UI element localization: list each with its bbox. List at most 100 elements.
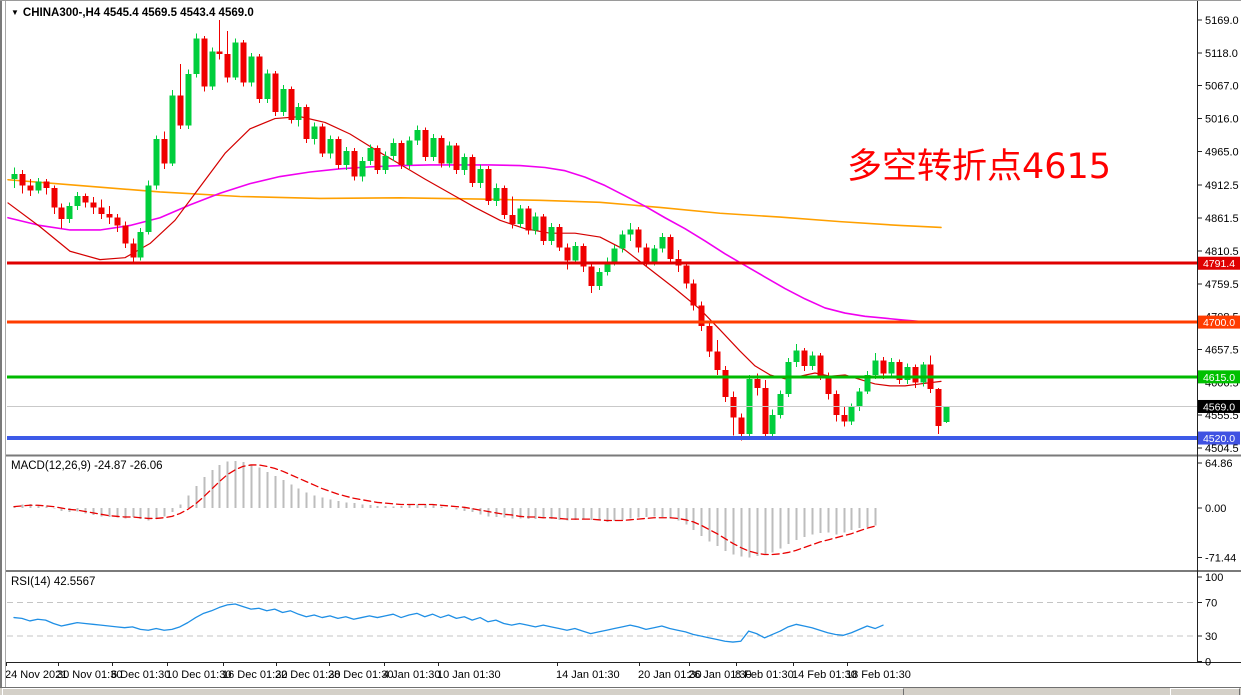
- candle-body: [177, 95, 184, 126]
- candle-body: [438, 137, 445, 164]
- macd-signal-line: [13, 464, 876, 556]
- candle-body: [769, 414, 776, 435]
- candle-body: [738, 417, 745, 435]
- candle-body: [130, 243, 137, 258]
- candle-body: [319, 126, 326, 154]
- candle-body: [714, 351, 721, 370]
- candle-body: [19, 173, 26, 186]
- candle-body: [825, 376, 832, 395]
- candle-body: [809, 355, 816, 366]
- candle-body: [106, 213, 113, 218]
- candle-body: [209, 51, 216, 87]
- rsi-line: [13, 603, 884, 643]
- candle-body: [335, 139, 342, 165]
- price-tick-label: 4555.5: [1205, 410, 1239, 422]
- rsi-tick-label: 70: [1205, 597, 1217, 609]
- candle-body: [367, 148, 374, 162]
- chart-annotation[interactable]: 多空转折点4615: [847, 147, 1112, 187]
- candle-body: [841, 414, 848, 422]
- candle-body: [864, 374, 871, 392]
- horizontal-scrollbar[interactable]: [0, 687, 1241, 695]
- candle-body: [501, 188, 508, 216]
- macd-tick-label: -71.44: [1205, 553, 1236, 565]
- time-axis-label: 30 Nov 01:30: [57, 669, 122, 681]
- candle-body: [461, 157, 468, 171]
- scrollbar-thumb[interactable]: [2, 688, 904, 695]
- candle-body: [690, 283, 697, 306]
- candle-body: [414, 130, 421, 141]
- candle-body: [114, 217, 121, 226]
- time-axis-label: 14 Jan 01:30: [556, 669, 620, 681]
- candle-body: [193, 38, 200, 75]
- price-tick-label: 4965.0: [1205, 146, 1239, 158]
- candle-body: [564, 247, 571, 261]
- candle-body: [11, 173, 18, 180]
- price-tick-label: 4504.5: [1205, 443, 1239, 455]
- candle-body: [232, 42, 239, 78]
- scrollbar-segment[interactable]: [1170, 688, 1240, 695]
- price-badge-label: 4569.0: [1203, 401, 1235, 413]
- candle-body: [635, 229, 642, 248]
- candle-body: [264, 73, 271, 100]
- candle-body: [398, 143, 405, 165]
- price-tick-label: 4861.5: [1205, 213, 1239, 225]
- candle-body: [248, 56, 255, 83]
- price-tick-label: 4810.5: [1205, 246, 1239, 258]
- candle-body: [856, 391, 863, 408]
- candle-body: [446, 145, 453, 164]
- ma-slow-orange: [7, 178, 942, 229]
- candle-body: [793, 350, 800, 363]
- chart-dropdown-icon[interactable]: ▼: [11, 8, 19, 17]
- price-tick-label: 5169.0: [1205, 15, 1239, 27]
- rsi-tick-label: 0: [1205, 657, 1211, 669]
- time-axis-label: 8 Feb 01:30: [735, 669, 794, 681]
- candle-body: [161, 139, 168, 164]
- candle-body: [611, 248, 618, 262]
- candle-body: [762, 387, 769, 435]
- price-tick-label: 5067.0: [1205, 81, 1239, 93]
- candle-body: [904, 367, 911, 381]
- candle-body: [912, 367, 919, 383]
- candle-body: [58, 207, 65, 220]
- candle-body: [517, 208, 524, 225]
- candle-body: [137, 231, 144, 258]
- candle-body: [509, 215, 516, 225]
- candle-body: [288, 88, 295, 120]
- candle-body: [706, 325, 713, 352]
- candle-body: [224, 54, 231, 78]
- price-badge: [1198, 431, 1240, 445]
- candle-body: [572, 246, 579, 261]
- candle-body: [817, 355, 824, 377]
- price-tick-label: 4759.5: [1205, 279, 1239, 291]
- candle-body: [240, 42, 247, 83]
- candle-body: [525, 208, 532, 231]
- candle-body: [145, 185, 152, 232]
- candle-body: [469, 157, 476, 183]
- candle-body: [540, 216, 547, 241]
- price-badge: [1198, 370, 1240, 384]
- time-axis-label: 6 Dec 01:30: [111, 669, 170, 681]
- candle-body: [604, 261, 611, 272]
- time-axis-label: 22 Dec 01:30: [275, 669, 340, 681]
- price-badge-label: 4520.0: [1203, 433, 1235, 445]
- candle-body: [596, 271, 603, 287]
- candle-body: [643, 247, 650, 262]
- ma-medium-magenta: [7, 164, 938, 323]
- candle-body: [406, 140, 413, 165]
- price-tick-label: 4912.5: [1205, 180, 1239, 192]
- time-axis-label: 16 Dec 01:30: [222, 669, 287, 681]
- candle-body: [722, 369, 729, 397]
- macd-tick-label: 0.00: [1205, 503, 1226, 515]
- candle-body: [66, 206, 73, 220]
- candle-body: [896, 362, 903, 381]
- rsi-tick-label: 100: [1205, 572, 1223, 584]
- macd-indicator-label: MACD(12,26,9) -24.87 -26.06: [11, 460, 163, 472]
- candle-body: [493, 188, 500, 201]
- chart-title-bar: ▼ CHINA300-,H4 4545.4 4569.5 4543.4 4569.…: [11, 7, 254, 19]
- candle-body: [619, 234, 626, 249]
- price-tick-label: 4657.5: [1205, 344, 1239, 356]
- candle-body: [477, 168, 484, 183]
- price-badge: [1198, 256, 1240, 270]
